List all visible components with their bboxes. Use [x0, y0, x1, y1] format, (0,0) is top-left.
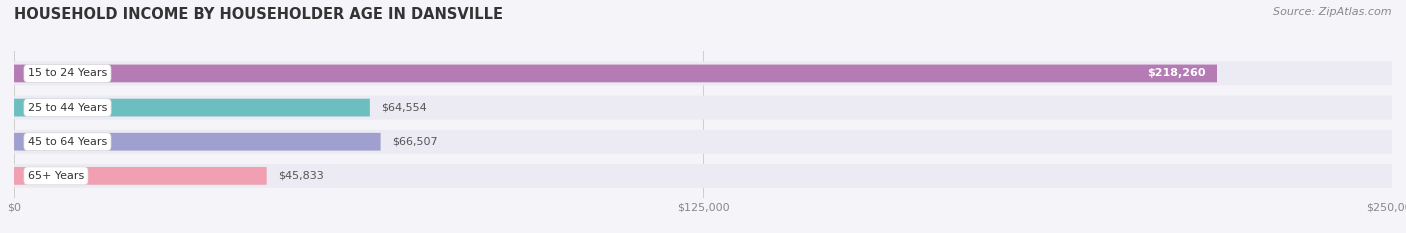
Text: Source: ZipAtlas.com: Source: ZipAtlas.com [1274, 7, 1392, 17]
PathPatch shape [14, 99, 370, 116]
PathPatch shape [14, 65, 1218, 82]
PathPatch shape [14, 167, 267, 185]
Text: $218,260: $218,260 [1147, 69, 1206, 79]
Text: $66,507: $66,507 [392, 137, 437, 147]
Text: 15 to 24 Years: 15 to 24 Years [28, 69, 107, 79]
Text: 25 to 44 Years: 25 to 44 Years [28, 103, 107, 113]
PathPatch shape [14, 130, 1392, 154]
PathPatch shape [14, 133, 381, 151]
Text: $45,833: $45,833 [278, 171, 323, 181]
PathPatch shape [14, 164, 1392, 188]
Text: $64,554: $64,554 [381, 103, 426, 113]
Text: 45 to 64 Years: 45 to 64 Years [28, 137, 107, 147]
Text: 65+ Years: 65+ Years [28, 171, 84, 181]
PathPatch shape [14, 62, 1392, 86]
Text: HOUSEHOLD INCOME BY HOUSEHOLDER AGE IN DANSVILLE: HOUSEHOLD INCOME BY HOUSEHOLDER AGE IN D… [14, 7, 503, 22]
PathPatch shape [14, 96, 1392, 120]
